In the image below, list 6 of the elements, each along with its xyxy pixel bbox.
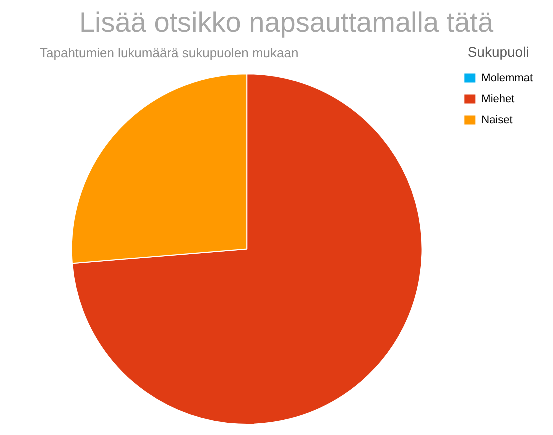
legend-title: Sukupuoli [468, 44, 530, 60]
legend-label: Naiset [482, 114, 513, 126]
legend-label: Miehet [482, 93, 515, 106]
chart-title: Lisää otsikko napsauttamalla tätä [79, 7, 494, 38]
legend-label: Molemmat [482, 72, 533, 84]
chart-subtitle: Tapahtumien lukumäärä sukupuolen mukaan [40, 45, 299, 60]
